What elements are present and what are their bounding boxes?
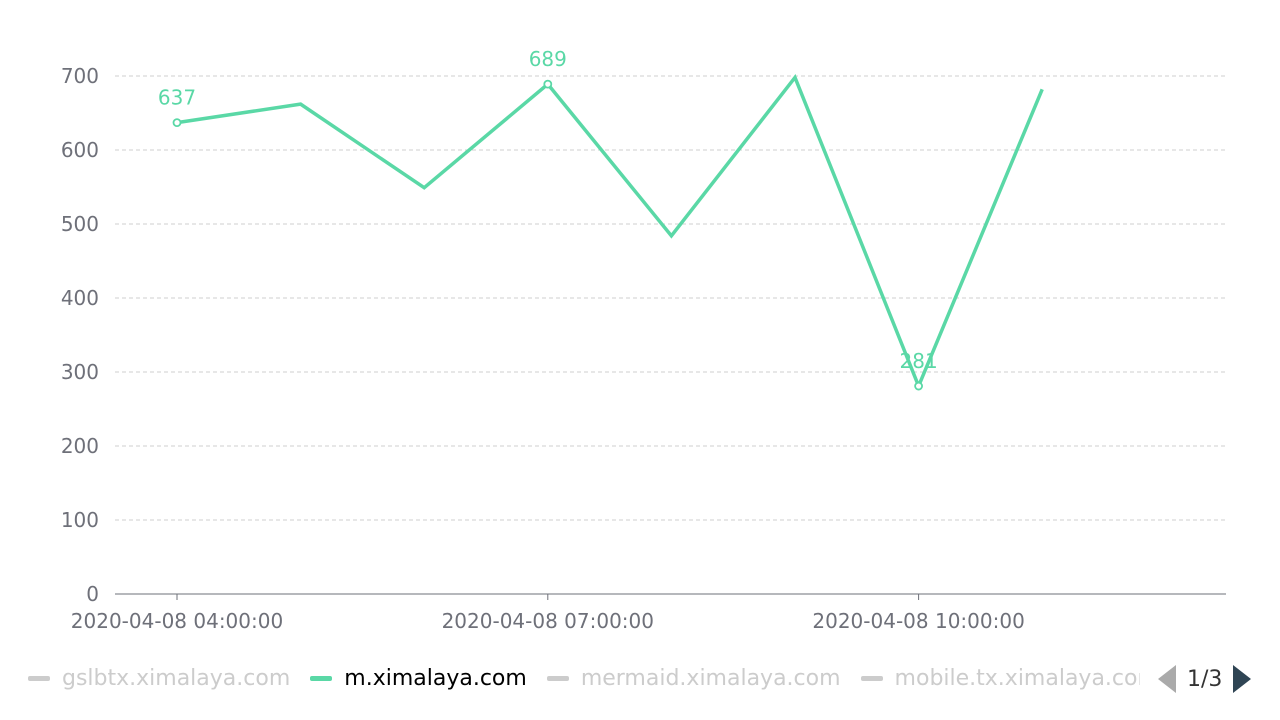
legend-page-indicator: 1/3 xyxy=(1187,666,1223,692)
y-tick-label: 500 xyxy=(61,212,99,236)
legend-marker xyxy=(28,675,50,681)
x-tick-label: 2020-04-08 10:00:00 xyxy=(812,609,1024,633)
grid-lines xyxy=(115,75,1226,521)
data-labels: 637 689 281 xyxy=(158,47,938,373)
data-label: 281 xyxy=(900,349,938,373)
legend-label: gslbtx.ximalaya.com xyxy=(62,665,291,691)
legend-pager: 1/3 xyxy=(1158,664,1252,694)
legend-item-m-ximalaya[interactable]: m.ximalaya.com xyxy=(310,666,527,691)
y-tick-label: 400 xyxy=(61,286,99,310)
legend: gslbtx.ximalaya.com m.ximalaya.com merma… xyxy=(28,660,1140,696)
triangle-left-icon[interactable] xyxy=(1158,665,1176,693)
y-tick-label: 100 xyxy=(61,508,99,532)
series-layer xyxy=(172,74,1044,391)
legend-marker xyxy=(546,675,569,681)
y-tick-label: 700 xyxy=(61,64,99,88)
legend-item-gslbtx[interactable]: gslbtx.ximalaya.com xyxy=(28,666,290,691)
legend-item-mobile-tx[interactable]: mobile.tx.ximalaya.com xyxy=(860,665,1140,691)
legend-marker xyxy=(310,675,333,681)
axes: 0 100 200 300 400 500 600 700 2020-04-08 04:00:0… xyxy=(61,64,1226,633)
series-line xyxy=(176,74,1044,391)
x-tick-label: 2020-04-08 04:00:00 xyxy=(71,609,283,633)
data-label: 637 xyxy=(158,86,196,110)
x-tick-label: 2020-04-08 07:00:00 xyxy=(442,609,654,633)
data-point[interactable] xyxy=(914,381,923,391)
y-tick-label: 200 xyxy=(61,434,99,458)
legend-label: mobile.tx.ximalaya.com xyxy=(894,665,1140,691)
y-tick-label: 600 xyxy=(61,138,99,162)
data-label: 689 xyxy=(529,47,567,71)
triangle-right-icon[interactable] xyxy=(1233,665,1252,693)
legend-item-mermaid[interactable]: mermaid.ximalaya.com xyxy=(546,665,841,691)
data-point[interactable] xyxy=(172,118,182,128)
legend-label: m.ximalaya.com xyxy=(344,665,527,691)
y-tick-label: 0 xyxy=(86,582,99,606)
legend-label: mermaid.ximalaya.com xyxy=(580,665,841,691)
legend-marker xyxy=(860,675,883,681)
y-tick-label: 300 xyxy=(61,360,99,384)
data-point[interactable] xyxy=(543,79,553,89)
